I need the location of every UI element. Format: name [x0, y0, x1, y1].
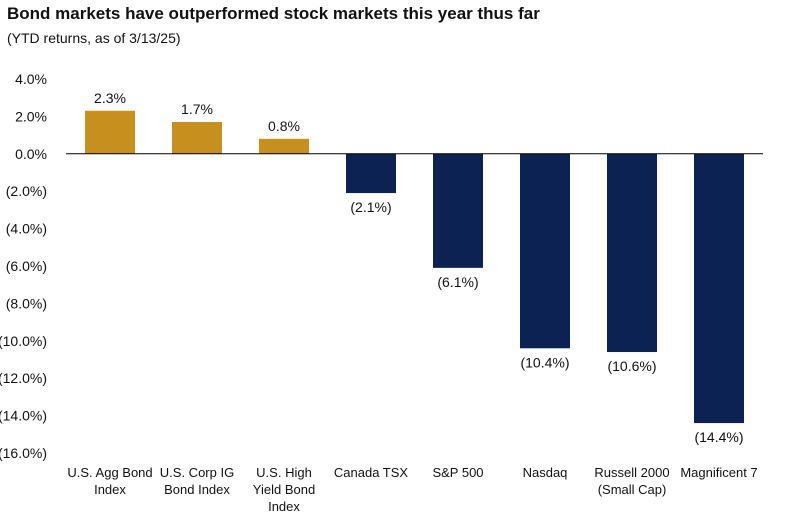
x-category-line: Magnificent 7	[680, 465, 757, 480]
bar	[433, 153, 483, 268]
x-category-line: Canada TSX	[334, 465, 409, 480]
x-category-label: Nasdaq	[523, 465, 568, 480]
bar	[172, 122, 222, 154]
y-tick-label: (16.0%)	[0, 445, 47, 461]
y-tick-label: (6.0%)	[6, 258, 47, 274]
x-category-line: U.S. Agg Bond	[67, 465, 152, 480]
data-label: 2.3%	[94, 90, 126, 106]
x-axis-categories: U.S. Agg Bond Index U.S. Corp IG Bond Index…	[67, 465, 757, 514]
data-label: (2.1%)	[350, 199, 391, 215]
x-category-line: Nasdaq	[523, 465, 568, 480]
x-category-line: S&P 500	[432, 465, 483, 480]
y-tick-label: (2.0%)	[6, 183, 47, 199]
data-label: 0.8%	[268, 118, 300, 134]
x-category-label: U.S. Corp IG Bond Index	[160, 465, 234, 497]
data-label: (14.4%)	[694, 429, 743, 445]
data-label: (10.4%)	[520, 354, 569, 370]
chart-subtitle: (YTD returns, as of 3/13/25)	[7, 30, 181, 46]
x-category-line: (Small Cap)	[598, 482, 667, 497]
chart-title: Bond markets have outperformed stock mar…	[7, 4, 540, 23]
data-labels-group: 2.3% 1.7% 0.8% (2.1%) (6.1%) (10.4%) (10.6%) (1…	[94, 90, 743, 445]
bar	[520, 153, 570, 349]
x-category-line: U.S. High	[256, 465, 312, 480]
x-category-label: S&P 500	[432, 465, 483, 480]
bars-group	[85, 110, 744, 424]
x-category-line: U.S. Corp IG	[160, 465, 234, 480]
y-tick-label: (8.0%)	[6, 295, 47, 311]
data-label: 1.7%	[181, 101, 213, 117]
data-label: (6.1%)	[437, 274, 478, 290]
y-tick-label: (10.0%)	[0, 333, 47, 349]
y-tick-label: (4.0%)	[6, 221, 47, 237]
bar	[346, 153, 396, 194]
x-category-label: U.S. High Yield Bond Index	[253, 465, 315, 514]
bar	[694, 153, 744, 424]
bar	[259, 138, 309, 154]
x-category-label: Canada TSX	[334, 465, 409, 480]
y-tick-label: 4.0%	[15, 71, 47, 87]
x-category-line: Russell 2000	[594, 465, 669, 480]
x-category-line: Index	[268, 499, 300, 514]
y-tick-label: (12.0%)	[0, 370, 47, 386]
y-tick-label: (14.0%)	[0, 408, 47, 424]
x-category-line: Yield Bond	[253, 482, 315, 497]
x-category-label: Magnificent 7	[680, 465, 757, 480]
x-category-label: U.S. Agg Bond Index	[67, 465, 152, 497]
y-tick-label: 2.0%	[15, 108, 47, 124]
data-label: (10.6%)	[607, 358, 656, 374]
y-axis-ticks: 4.0% 2.0% 0.0% (2.0%) (4.0%) (6.0%) (8.0%) (10.…	[0, 71, 47, 461]
y-tick-label: 0.0%	[15, 146, 47, 162]
bar	[85, 110, 135, 154]
x-category-label: Russell 2000 (Small Cap)	[594, 465, 669, 497]
bar	[607, 153, 657, 353]
x-category-line: Index	[94, 482, 126, 497]
x-category-line: Bond Index	[164, 482, 230, 497]
